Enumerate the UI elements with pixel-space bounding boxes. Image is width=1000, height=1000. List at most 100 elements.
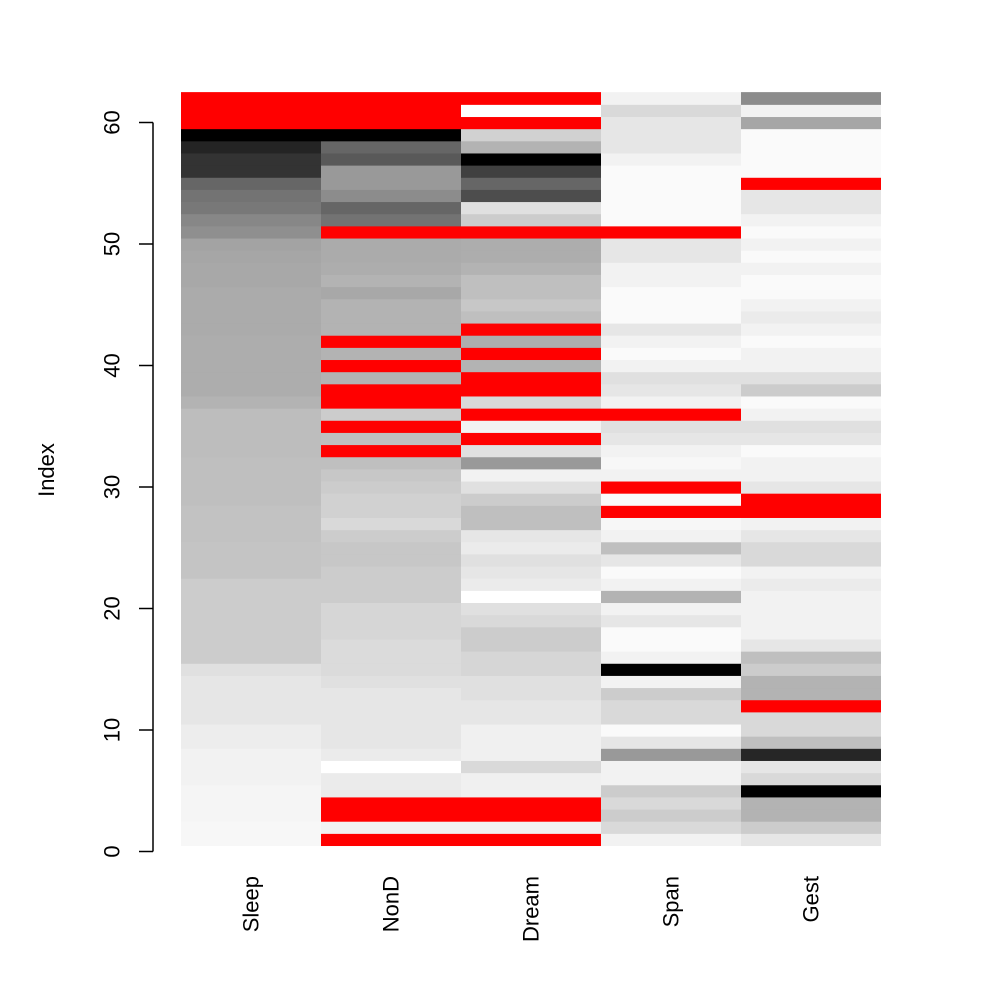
cell-sleep-31 xyxy=(181,468,321,482)
column-label-sleep: Sleep xyxy=(239,876,264,932)
cell-sleep-11 xyxy=(181,711,321,725)
cell-span-6 xyxy=(601,772,741,786)
cell-dream-8 xyxy=(461,748,601,761)
column-labels: Sleep NonD Dream Span Gest xyxy=(239,876,824,942)
cell-nond-27 xyxy=(321,517,461,531)
cell-nond-50 xyxy=(321,237,461,251)
cell-gest-9 xyxy=(741,736,881,749)
cell-dream-36 xyxy=(461,408,601,421)
cell-gest-1 xyxy=(741,833,881,847)
cell-span-9 xyxy=(601,736,741,749)
cell-dream-41 xyxy=(461,347,601,361)
y-axis: 0 10 20 30 40 50 60 xyxy=(100,110,154,858)
cell-dream-35 xyxy=(461,420,601,433)
cell-dream-3 xyxy=(461,808,601,822)
cell-nond-42 xyxy=(321,335,461,348)
cell-gest-24 xyxy=(741,553,881,567)
cell-nond-12 xyxy=(321,699,461,713)
cell-sleep-47 xyxy=(181,274,321,288)
cell-gest-48 xyxy=(741,262,881,275)
cell-span-29 xyxy=(601,493,741,506)
cell-nond-52 xyxy=(321,213,461,227)
cell-nond-35 xyxy=(321,420,461,433)
cell-span-28 xyxy=(601,505,741,518)
cell-gest-14 xyxy=(741,675,881,689)
cell-sleep-22 xyxy=(181,578,321,591)
cell-dream-13 xyxy=(461,687,601,701)
cell-span-41 xyxy=(601,347,741,361)
cell-nond-37 xyxy=(321,395,461,409)
cell-nond-33 xyxy=(321,444,461,458)
cell-dream-27 xyxy=(461,517,601,531)
cell-span-22 xyxy=(601,578,741,591)
cell-dream-4 xyxy=(461,796,601,810)
cell-nond-41 xyxy=(321,347,461,361)
cell-gest-4 xyxy=(741,796,881,810)
cell-sleep-21 xyxy=(181,590,321,604)
cell-span-60 xyxy=(601,116,741,130)
cell-nond-3 xyxy=(321,808,461,822)
cell-nond-15 xyxy=(321,663,461,676)
cell-sleep-39 xyxy=(181,371,321,385)
cell-dream-18 xyxy=(461,626,601,640)
cell-gest-3 xyxy=(741,808,881,822)
cell-nond-58 xyxy=(321,140,461,154)
cell-span-17 xyxy=(601,638,741,652)
cell-span-25 xyxy=(601,541,741,555)
cell-dream-59 xyxy=(461,128,601,142)
cell-nond-38 xyxy=(321,383,461,397)
cell-span-10 xyxy=(601,723,741,737)
cell-gest-21 xyxy=(741,590,881,604)
cell-gest-30 xyxy=(741,480,881,494)
cell-gest-10 xyxy=(741,723,881,737)
cell-nond-8 xyxy=(321,748,461,761)
cell-span-26 xyxy=(601,529,741,543)
cell-dream-43 xyxy=(461,322,601,336)
y-tick-label-20: 20 xyxy=(100,596,125,620)
cell-span-24 xyxy=(601,553,741,567)
cell-gest-18 xyxy=(741,626,881,640)
cell-span-36 xyxy=(601,408,741,421)
cell-span-12 xyxy=(601,699,741,713)
cell-span-55 xyxy=(601,177,741,190)
cell-dream-7 xyxy=(461,760,601,774)
cell-gest-2 xyxy=(741,821,881,834)
cell-nond-59 xyxy=(321,128,461,142)
cell-dream-22 xyxy=(461,578,601,591)
cell-sleep-2 xyxy=(181,821,321,834)
cell-span-38 xyxy=(601,383,741,397)
cell-nond-26 xyxy=(321,529,461,543)
cell-dream-28 xyxy=(461,505,601,518)
cell-dream-17 xyxy=(461,638,601,652)
cell-span-45 xyxy=(601,298,741,312)
cell-gest-6 xyxy=(741,772,881,786)
cell-sleep-34 xyxy=(181,432,321,446)
cell-span-52 xyxy=(601,213,741,227)
cell-dream-38 xyxy=(461,383,601,397)
cell-gest-12 xyxy=(741,699,881,713)
cell-gest-40 xyxy=(741,359,881,373)
cell-span-18 xyxy=(601,626,741,640)
cell-span-62 xyxy=(601,92,741,105)
cell-dream-9 xyxy=(461,736,601,749)
cell-sleep-62 xyxy=(181,92,321,105)
cell-span-35 xyxy=(601,420,741,433)
cell-gest-28 xyxy=(741,505,881,518)
cell-gest-22 xyxy=(741,578,881,591)
cell-sleep-46 xyxy=(181,286,321,300)
y-tick-label-10: 10 xyxy=(100,718,125,742)
cell-nond-18 xyxy=(321,626,461,640)
y-tick-label-40: 40 xyxy=(100,353,125,377)
cell-gest-42 xyxy=(741,335,881,348)
cell-span-21 xyxy=(601,590,741,604)
cell-span-16 xyxy=(601,651,741,664)
cell-nond-4 xyxy=(321,796,461,810)
cell-span-7 xyxy=(601,760,741,774)
cell-nond-17 xyxy=(321,638,461,652)
cell-sleep-23 xyxy=(181,565,321,579)
cell-sleep-49 xyxy=(181,250,321,263)
cell-gest-15 xyxy=(741,663,881,676)
cell-nond-44 xyxy=(321,310,461,324)
cell-gest-32 xyxy=(741,456,881,470)
cell-nond-5 xyxy=(321,784,461,798)
